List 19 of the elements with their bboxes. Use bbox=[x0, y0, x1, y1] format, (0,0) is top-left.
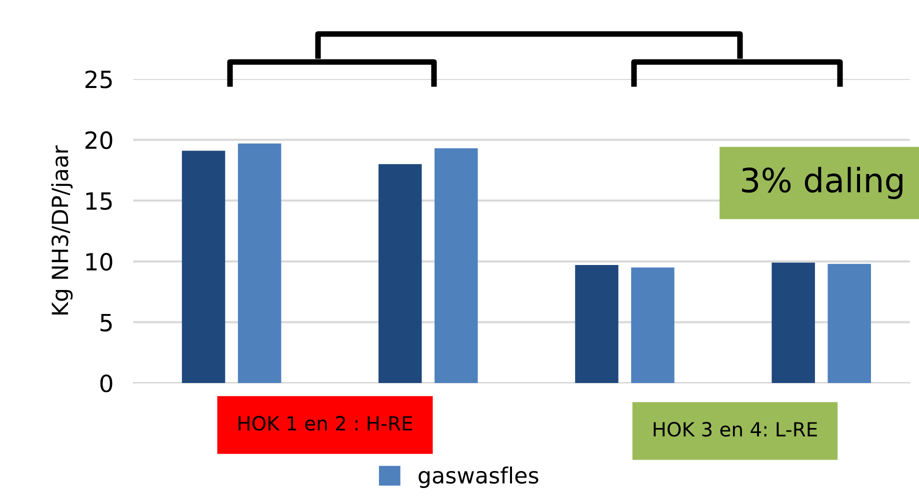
y-tick-label: 15 bbox=[86, 192, 112, 210]
bar bbox=[434, 148, 478, 383]
y-tick-label: 0 bbox=[100, 374, 112, 392]
bar bbox=[182, 150, 226, 383]
y-tick-label: 5 bbox=[100, 314, 112, 332]
text: HOK 1 en 2 : H-RE bbox=[238, 416, 412, 431]
y-tick-label: 20 bbox=[85, 131, 112, 150]
legend-label: gaswasfles bbox=[418, 466, 538, 488]
y-axis-title: Kg NH3/DP/jaar bbox=[51, 145, 73, 314]
bar bbox=[631, 267, 674, 383]
bar bbox=[378, 164, 422, 383]
bar bbox=[575, 265, 618, 383]
bar bbox=[238, 143, 282, 383]
y-tick-label: 10 bbox=[86, 252, 112, 271]
annotation: 3% daling bbox=[742, 166, 902, 200]
text: HOK 3 en 4: L-RE bbox=[654, 422, 817, 437]
bar bbox=[772, 262, 815, 383]
y-tick-label: 25 bbox=[85, 70, 112, 88]
bar bbox=[828, 264, 871, 383]
